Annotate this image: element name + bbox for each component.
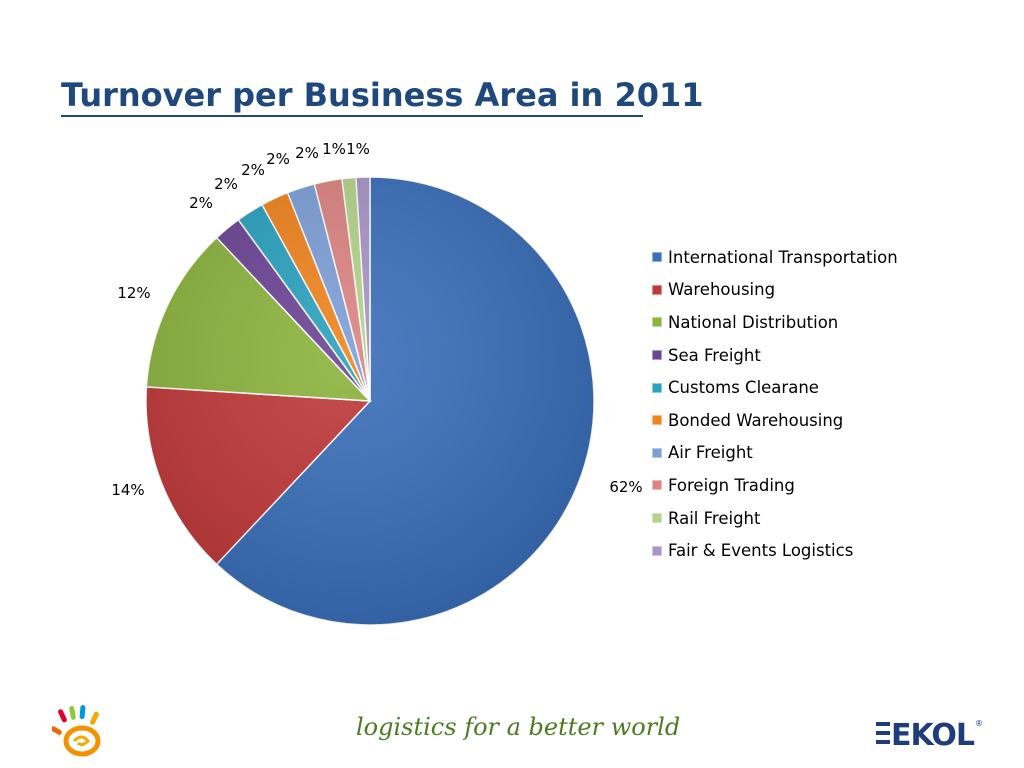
legend-swatch xyxy=(652,480,662,491)
legend-label: Rail Freight xyxy=(668,508,761,528)
legend-swatch xyxy=(652,545,662,556)
title-underline xyxy=(61,115,643,117)
legend-label: Sea Freight xyxy=(668,345,761,365)
legend-item: Warehousing xyxy=(652,274,898,307)
legend-item: Bonded Warehousing xyxy=(652,404,898,437)
data-label: 2% xyxy=(189,194,213,212)
legend-item: Air Freight xyxy=(652,437,898,470)
legend-label: Fair & Events Logistics xyxy=(668,541,854,561)
legend-swatch xyxy=(652,317,662,328)
ekol-logo: EKOL ® xyxy=(876,718,983,752)
legend-swatch xyxy=(652,415,662,426)
legend-label: Customs Clearane xyxy=(668,378,819,398)
data-label: 1% xyxy=(346,140,370,158)
registered-mark: ® xyxy=(975,719,983,728)
footer-slogan: logistics for a better world xyxy=(356,713,681,741)
legend-label: Warehousing xyxy=(668,280,776,300)
legend-item: Sea Freight xyxy=(652,339,898,372)
data-label: 12% xyxy=(117,284,150,302)
pie-labels: 62%14%12%2%2%2%2% 2% 1% 1% xyxy=(111,140,642,499)
legend-label: Air Freight xyxy=(668,443,753,463)
data-label: 2% xyxy=(295,144,319,162)
legend-swatch xyxy=(652,513,662,524)
data-label: 1% xyxy=(322,140,346,158)
legend-item: Rail Freight xyxy=(652,502,898,535)
legend-item: Foreign Trading xyxy=(652,469,898,502)
legend-swatch xyxy=(652,284,662,295)
slide-title: Turnover per Business Area in 2011 xyxy=(61,76,704,114)
pie-slices xyxy=(145,176,595,626)
legend-item: International Transportation xyxy=(652,241,898,274)
legend-label: National Distribution xyxy=(668,312,839,332)
brand-name: EKOL xyxy=(891,718,975,752)
legend-label: International Transportation xyxy=(668,247,898,267)
legend-item: Customs Clearane xyxy=(652,371,898,404)
data-label: 2% xyxy=(214,175,238,193)
legend-item: Fair & Events Logistics xyxy=(652,534,898,567)
data-label: 2% xyxy=(266,150,290,168)
chart-legend: International Transportation Warehousing N… xyxy=(652,241,898,567)
legend-swatch xyxy=(652,350,662,361)
legend-swatch xyxy=(652,447,662,458)
data-label: 62% xyxy=(609,478,642,496)
legend-label: Bonded Warehousing xyxy=(668,410,844,430)
legend-item: National Distribution xyxy=(652,306,898,339)
data-label: 2% xyxy=(241,161,265,179)
legend-label: Foreign Trading xyxy=(668,475,795,495)
legend-swatch xyxy=(652,252,662,263)
data-label: 14% xyxy=(111,481,144,499)
hand-logo-icon xyxy=(52,705,101,757)
legend-swatch xyxy=(652,382,662,393)
